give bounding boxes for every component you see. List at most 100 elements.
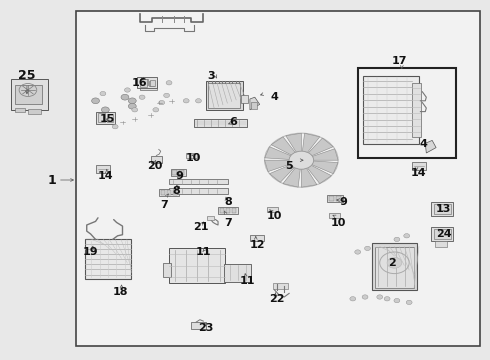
Text: 14: 14 xyxy=(411,168,427,178)
Circle shape xyxy=(377,295,383,299)
Circle shape xyxy=(406,300,412,305)
Polygon shape xyxy=(270,165,294,182)
Bar xyxy=(161,190,165,195)
Circle shape xyxy=(153,108,159,112)
Text: 14: 14 xyxy=(98,171,113,181)
Text: 7: 7 xyxy=(224,218,232,228)
Bar xyxy=(431,227,453,241)
Bar xyxy=(375,247,414,288)
Bar xyxy=(372,243,416,290)
Polygon shape xyxy=(250,97,260,110)
Bar xyxy=(169,248,225,283)
Bar xyxy=(96,165,110,173)
Bar xyxy=(96,112,115,124)
Bar xyxy=(329,213,340,218)
Bar xyxy=(412,83,421,137)
Bar xyxy=(28,109,41,114)
Bar xyxy=(173,190,177,195)
Circle shape xyxy=(404,234,410,238)
Circle shape xyxy=(124,88,130,92)
Bar xyxy=(241,95,248,103)
Text: 9: 9 xyxy=(175,171,183,181)
Text: 23: 23 xyxy=(198,323,214,333)
Circle shape xyxy=(132,108,138,112)
Bar xyxy=(358,68,456,158)
Text: 3: 3 xyxy=(207,71,215,81)
Bar xyxy=(179,170,184,175)
Polygon shape xyxy=(271,137,295,155)
Circle shape xyxy=(289,151,314,169)
Circle shape xyxy=(101,107,109,113)
Circle shape xyxy=(196,99,201,103)
Polygon shape xyxy=(425,140,436,153)
Polygon shape xyxy=(265,160,290,172)
Polygon shape xyxy=(286,133,301,152)
Bar xyxy=(327,195,343,202)
Bar xyxy=(435,241,447,247)
Bar xyxy=(150,80,155,86)
Bar xyxy=(140,81,157,90)
Text: 4: 4 xyxy=(420,139,428,149)
Text: 10: 10 xyxy=(330,218,346,228)
Polygon shape xyxy=(308,165,331,184)
Circle shape xyxy=(365,246,370,251)
Circle shape xyxy=(139,95,145,99)
Circle shape xyxy=(121,94,129,100)
Bar xyxy=(224,264,251,282)
Bar xyxy=(169,179,228,184)
Bar xyxy=(15,85,42,104)
Circle shape xyxy=(164,93,170,98)
Bar xyxy=(267,207,278,212)
Bar xyxy=(98,113,105,122)
Bar xyxy=(232,208,236,213)
Bar xyxy=(167,190,171,195)
Bar xyxy=(171,169,186,176)
Polygon shape xyxy=(313,149,338,160)
Circle shape xyxy=(350,297,356,301)
Text: 16: 16 xyxy=(132,78,147,88)
Bar xyxy=(226,208,230,213)
Bar xyxy=(107,114,113,122)
Bar xyxy=(329,196,334,201)
Circle shape xyxy=(128,98,136,104)
Bar xyxy=(207,216,214,220)
Text: 12: 12 xyxy=(249,240,265,250)
Bar xyxy=(172,170,177,175)
Bar xyxy=(250,235,264,241)
Bar xyxy=(336,196,341,201)
Bar xyxy=(251,102,257,109)
Polygon shape xyxy=(265,147,291,159)
Bar xyxy=(191,322,206,329)
Circle shape xyxy=(384,297,390,301)
Text: 17: 17 xyxy=(392,56,407,66)
Bar xyxy=(149,81,154,86)
Bar xyxy=(11,79,48,110)
Bar xyxy=(208,83,240,108)
Circle shape xyxy=(394,298,400,303)
Text: 9: 9 xyxy=(339,197,347,207)
Circle shape xyxy=(394,237,400,242)
Bar xyxy=(273,283,288,289)
Text: 24: 24 xyxy=(436,229,451,239)
Bar xyxy=(363,76,419,144)
Bar xyxy=(142,79,148,85)
Polygon shape xyxy=(283,168,300,187)
Polygon shape xyxy=(301,168,317,187)
Bar xyxy=(434,204,451,214)
Bar xyxy=(218,207,238,214)
Circle shape xyxy=(100,91,106,96)
Bar xyxy=(186,153,197,158)
Bar xyxy=(137,77,157,88)
Text: 7: 7 xyxy=(160,200,168,210)
Bar xyxy=(220,208,224,213)
Text: 5: 5 xyxy=(285,161,293,171)
Polygon shape xyxy=(308,138,333,156)
Text: 1: 1 xyxy=(47,174,56,186)
Bar xyxy=(151,156,162,163)
Text: 4: 4 xyxy=(270,92,278,102)
Text: 11: 11 xyxy=(196,247,211,257)
Text: 19: 19 xyxy=(83,247,98,257)
Text: 10: 10 xyxy=(186,153,201,163)
Bar xyxy=(140,79,147,87)
Text: 10: 10 xyxy=(267,211,282,221)
